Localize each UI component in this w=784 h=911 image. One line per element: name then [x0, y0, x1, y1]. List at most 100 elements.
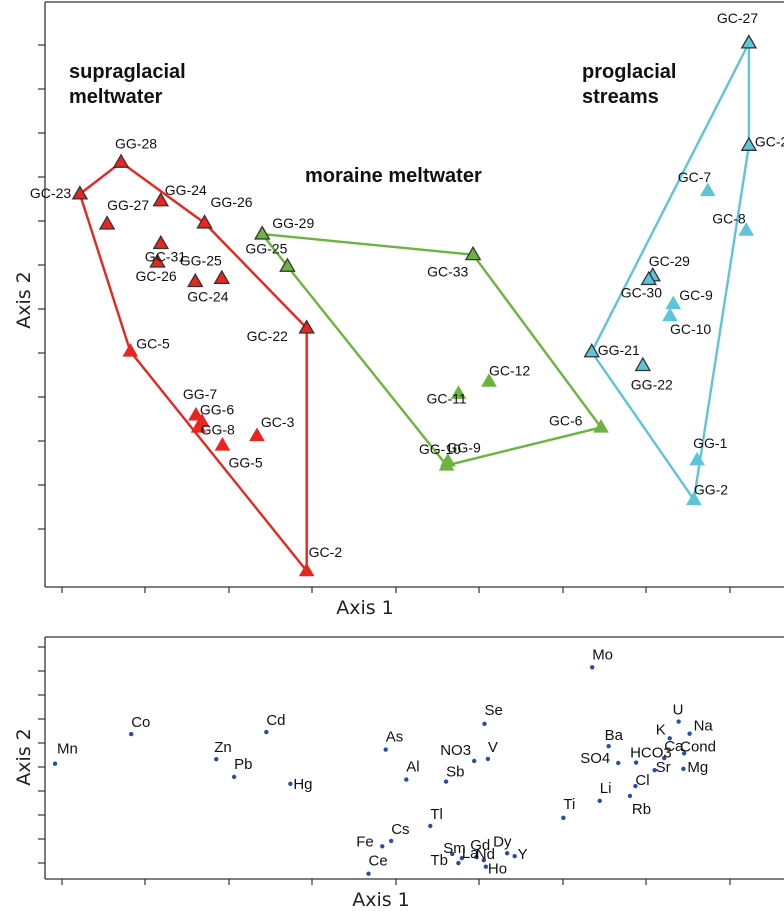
- sample-point-gg-25: [279, 257, 296, 272]
- variable-point-rb: [627, 793, 633, 799]
- variable-point-fe: [380, 844, 385, 849]
- sample-label-gg-6: GG-6: [200, 402, 234, 418]
- group-hulls: [78, 41, 751, 573]
- sample-label-gc-10: GC-10: [670, 321, 711, 337]
- sample-point-gg-5: [214, 437, 231, 451]
- variable-label-na: Na: [694, 718, 714, 735]
- variable-label-ba: Ba: [605, 727, 624, 744]
- variable-label-hg: Hg: [293, 776, 312, 793]
- variable-points: [52, 665, 692, 876]
- axis-ticks: [38, 646, 731, 885]
- sample-label-gc-3: GC-3: [261, 414, 295, 430]
- axis-ticks: [38, 44, 731, 593]
- sample-point-gc-6: [593, 419, 609, 433]
- sample-label-gc-7: GC-7: [678, 169, 712, 185]
- sample-label-gg-29: GG-29: [272, 215, 314, 231]
- variable-point-pb: [231, 774, 237, 780]
- group-label-line: meltwater: [69, 86, 163, 108]
- variable-label-al: Al: [406, 759, 419, 776]
- sample-label-gc-22: GC-22: [247, 328, 288, 344]
- sample-point-gc-33: [464, 245, 482, 261]
- variable-point-so4: [616, 760, 621, 766]
- proglacial-hull: [590, 41, 751, 501]
- variable-label-fe: Fe: [356, 833, 374, 850]
- group-label-moraine: moraine meltwater: [305, 165, 482, 187]
- sample-point-gg-24: [152, 192, 170, 207]
- variable-point-u: [676, 719, 681, 724]
- sample-point-gg-1: [689, 451, 705, 466]
- variable-label-co: Co: [131, 714, 150, 731]
- variable-label-nd: Nd: [476, 846, 495, 863]
- sample-point-gg-26: [196, 214, 213, 229]
- bottom-x-axis-title: Axis 1: [352, 889, 410, 911]
- variable-point-k: [667, 736, 672, 741]
- sample-points: [71, 34, 758, 577]
- variable-label-tl: Tl: [430, 806, 443, 823]
- variable-point-y: [512, 853, 517, 859]
- variable-label-dy: Dy: [493, 833, 512, 850]
- variable-point-hg: [288, 781, 293, 787]
- variable-point-hco3: [633, 760, 639, 765]
- sample-point-gc-5: [122, 343, 139, 357]
- sample-point-gc-3: [249, 427, 265, 442]
- variable-point-ti: [561, 815, 566, 821]
- group-label-line: streams: [582, 86, 659, 108]
- sample-label-gg-21: GG-21: [598, 342, 640, 358]
- sample-point-gg-21: [583, 343, 600, 358]
- sample-label-gg-26: GG-26: [211, 194, 253, 210]
- sample-point-gg-9: [438, 457, 455, 471]
- variable-point-mo: [589, 665, 595, 670]
- variable-point-tl: [428, 823, 433, 829]
- variable-label-ce: Ce: [369, 853, 388, 870]
- sample-label-gc-11: GC-11: [426, 391, 466, 407]
- variable-point-cond: [681, 751, 687, 756]
- variable-label-sr: Sr: [656, 759, 671, 776]
- variable-label-mg: Mg: [687, 759, 708, 776]
- sample-point-gg-27: [98, 215, 116, 230]
- sample-point-gc-30: [640, 270, 658, 286]
- variable-label-sb: Sb: [446, 764, 464, 781]
- top-x-axis-title: Axis 1: [336, 597, 394, 619]
- sample-point-gg-29: [253, 225, 271, 240]
- variable-label-cl: Cl: [635, 772, 649, 789]
- variable-label-se: Se: [484, 702, 502, 719]
- variable-label-li: Li: [600, 780, 612, 797]
- sample-label-gc-26: GC-26: [135, 268, 176, 284]
- variable-label-k: K: [656, 721, 666, 738]
- sample-label-gg-8: GG-8: [201, 421, 235, 437]
- sample-label-gc-31: GC-31: [145, 249, 186, 265]
- sample-point-gc-23: [71, 185, 89, 200]
- variable-point-la: [459, 855, 465, 861]
- group-label-line: proglacial: [582, 61, 676, 83]
- variable-point-li: [597, 798, 602, 804]
- variable-label-mo: Mo: [592, 646, 613, 663]
- variable-point-ce: [366, 871, 371, 876]
- variable-label-rb: Rb: [632, 801, 651, 818]
- sample-label-gc-29: GC-29: [649, 253, 690, 269]
- sample-point-gg-8: [190, 419, 207, 433]
- sample-point-gc-22: [298, 319, 315, 334]
- sample-label-gg-5: GG-5: [228, 454, 262, 470]
- variable-label-tb: Tb: [430, 852, 448, 869]
- sample-label-gg-2: GG-2: [694, 482, 728, 498]
- variable-point-co: [129, 731, 134, 737]
- sample-point-gg-7: [188, 406, 204, 421]
- bottom-y-axis-title: Axis 2: [13, 728, 35, 786]
- variable-point-sr: [652, 767, 657, 773]
- top-y-axis-title: Axis 2: [13, 271, 35, 329]
- sample-label-gg-1: GG-1: [693, 435, 727, 451]
- variable-label-so4: SO4: [580, 750, 610, 767]
- variable-point-tb: [456, 860, 461, 866]
- sample-point-gg-28: [112, 153, 130, 168]
- variable-label-hco3: HCO3: [630, 745, 672, 762]
- sample-point-gc-26: [149, 253, 166, 268]
- sample-label-gg-28: GG-28: [115, 135, 157, 151]
- sample-point-gg-2: [686, 491, 702, 505]
- variable-point-dy: [504, 851, 510, 856]
- variable-point-v: [485, 756, 491, 762]
- variable-label-as: As: [386, 729, 404, 746]
